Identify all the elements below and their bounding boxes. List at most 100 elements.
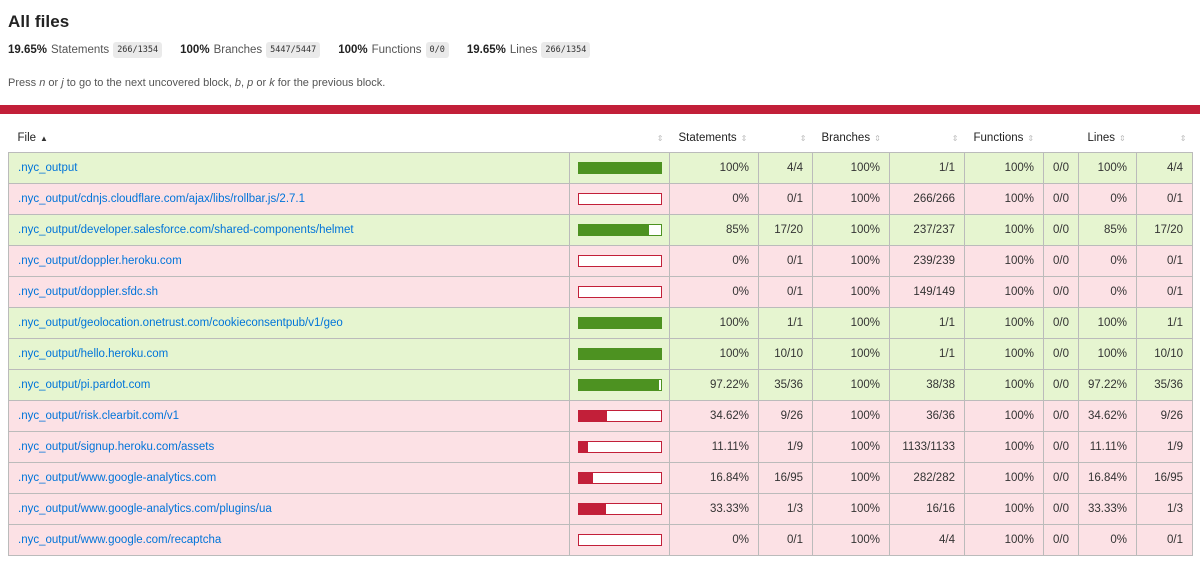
functions-fraction: 0/0 <box>1043 461 1079 494</box>
file-link[interactable]: .nyc_output/www.google-analytics.com/plu… <box>8 492 570 525</box>
file-link[interactable]: .nyc_output/geolocation.onetrust.com/coo… <box>8 306 570 339</box>
statements-fraction: 17/20 <box>758 213 813 246</box>
coverage-table-wrapper: File ▲ ⇕ Statements ⇕ ⇕ Branches ⇕ ⇕ Functi… <box>8 124 1193 556</box>
statements-fraction: 0/1 <box>758 523 813 556</box>
functions-fraction: 0/0 <box>1043 213 1079 246</box>
functions-percent: 100% <box>964 151 1044 184</box>
coverage-bar <box>578 254 662 267</box>
statements-fraction: 0/1 <box>758 182 813 215</box>
column-header-lines-fraction[interactable]: ⇕ <box>1137 124 1193 152</box>
functions-percent: 100% <box>964 213 1044 246</box>
branches-percent: 100% <box>812 523 890 556</box>
lines-fraction: 0/1 <box>1136 182 1193 215</box>
statements-percent: 100% <box>669 151 759 184</box>
hint-text: , <box>241 77 248 89</box>
lines-fraction: 16/95 <box>1136 461 1193 494</box>
summary-item: 100% Branches 5447/5447 <box>180 42 321 58</box>
summary-label: Lines <box>509 44 538 56</box>
column-header-branches[interactable]: Branches ⇕ <box>813 124 890 152</box>
statements-fraction: 0/1 <box>758 244 813 277</box>
column-header-statements[interactable]: Statements ⇕ <box>670 124 759 152</box>
sort-icon: ⇕ <box>740 133 748 143</box>
table-row: .nyc_output/hello.heroku.com 100% 10/10 100… <box>8 337 1193 370</box>
lines-percent: 0% <box>1078 275 1137 308</box>
coverage-bar-cell <box>569 523 670 556</box>
statements-percent: 11.11% <box>669 430 759 463</box>
summary-percent: 100% <box>180 44 210 56</box>
coverage-bar-cell <box>569 213 670 246</box>
coverage-bar-cell <box>569 461 670 494</box>
table-row: .nyc_output/risk.clearbit.com/v1 34.62% 9/… <box>8 399 1193 432</box>
functions-fraction: 0/0 <box>1043 523 1079 556</box>
functions-percent: 100% <box>964 430 1044 463</box>
branches-percent: 100% <box>812 430 890 463</box>
coverage-bar <box>578 471 662 484</box>
branches-fraction: 1133/1133 <box>889 430 965 463</box>
summary-item: 19.65% Statements 266/1354 <box>8 42 163 58</box>
lines-percent: 0% <box>1078 523 1137 556</box>
sort-ascending-icon: ▲ <box>40 133 48 143</box>
branches-fraction: 282/282 <box>889 461 965 494</box>
summary-item: 100% Functions 0/0 <box>338 42 449 58</box>
summary-percent: 19.65% <box>8 44 48 56</box>
functions-fraction: 0/0 <box>1043 492 1079 525</box>
hint-key: j <box>61 77 64 89</box>
file-link[interactable]: .nyc_output/signup.heroku.com/assets <box>8 430 570 463</box>
lines-percent: 100% <box>1078 151 1137 184</box>
file-link[interactable]: .nyc_output/doppler.heroku.com <box>8 244 570 277</box>
branches-fraction: 1/1 <box>889 306 965 339</box>
table-header-row: File ▲ ⇕ Statements ⇕ ⇕ Branches ⇕ ⇕ Functi… <box>9 124 1193 152</box>
column-header-statements-fraction[interactable]: ⇕ <box>759 124 813 152</box>
file-link[interactable]: .nyc_output/cdnjs.cloudflare.com/ajax/li… <box>8 182 570 215</box>
coverage-bar <box>578 533 662 546</box>
lines-header-label: Lines <box>1087 131 1116 144</box>
coverage-bar <box>578 409 662 422</box>
coverage-bar-cell <box>569 306 670 339</box>
statements-percent: 0% <box>669 275 759 308</box>
file-link[interactable]: .nyc_output/doppler.sfdc.sh <box>8 275 570 308</box>
column-header-file-bar[interactable]: ⇕ <box>570 124 670 152</box>
statements-fraction: 1/1 <box>758 306 813 339</box>
file-link[interactable]: .nyc_output/www.google-analytics.com <box>8 461 570 494</box>
statements-fraction: 0/1 <box>758 275 813 308</box>
column-header-functions-fraction[interactable] <box>1044 124 1079 152</box>
coverage-bar-fill <box>579 224 649 235</box>
file-link[interactable]: .nyc_output/www.google.com/recaptcha <box>8 523 570 556</box>
file-link[interactable]: .nyc_output/developer.salesforce.com/sha… <box>8 213 570 246</box>
functions-percent: 100% <box>964 461 1044 494</box>
file-link[interactable]: .nyc_output/pi.pardot.com <box>8 368 570 401</box>
coverage-bar <box>578 347 662 360</box>
statements-fraction: 4/4 <box>758 151 813 184</box>
functions-percent: 100% <box>964 337 1044 370</box>
coverage-bar <box>578 192 662 205</box>
branches-fraction: 237/237 <box>889 213 965 246</box>
statements-percent: 0% <box>669 244 759 277</box>
functions-fraction: 0/0 <box>1043 151 1079 184</box>
coverage-table: File ▲ ⇕ Statements ⇕ ⇕ Branches ⇕ ⇕ Functi… <box>8 124 1193 556</box>
lines-percent: 97.22% <box>1078 368 1137 401</box>
branches-percent: 100% <box>812 275 890 308</box>
coverage-bar-fill <box>579 348 661 359</box>
statements-percent: 100% <box>669 337 759 370</box>
file-link[interactable]: .nyc_output/risk.clearbit.com/v1 <box>8 399 570 432</box>
coverage-bar-cell <box>569 399 670 432</box>
coverage-bar <box>578 161 662 174</box>
functions-percent: 100% <box>964 368 1044 401</box>
hint-text: Press <box>8 77 40 89</box>
keyboard-hint: Press n or j to go to the next uncovered… <box>8 77 1192 89</box>
summary-label: Functions <box>371 44 422 56</box>
summary-fraction: 5447/5447 <box>266 42 321 58</box>
coverage-bar <box>578 378 662 391</box>
lines-fraction: 17/20 <box>1136 213 1193 246</box>
column-header-functions[interactable]: Functions ⇕ <box>965 124 1044 152</box>
column-header-lines[interactable]: Lines ⇕ <box>1079 124 1137 152</box>
lines-percent: 100% <box>1078 337 1137 370</box>
file-link[interactable]: .nyc_output <box>8 151 570 184</box>
file-link[interactable]: .nyc_output/hello.heroku.com <box>8 337 570 370</box>
lines-fraction: 1/9 <box>1136 430 1193 463</box>
statements-percent: 34.62% <box>669 399 759 432</box>
table-row: .nyc_output/pi.pardot.com 97.22% 35/36 100%… <box>8 368 1193 401</box>
column-header-file[interactable]: File ▲ <box>9 124 570 152</box>
column-header-branches-fraction[interactable]: ⇕ <box>890 124 965 152</box>
coverage-status-line <box>0 105 1200 114</box>
